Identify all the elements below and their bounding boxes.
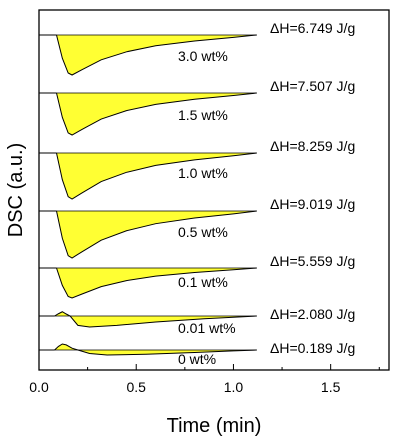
x-tick-label: 1.5 xyxy=(321,379,341,395)
y-axis-label: DSC (a.u.) xyxy=(5,143,27,237)
series-line xyxy=(54,343,257,356)
series-area xyxy=(56,211,257,258)
series-area xyxy=(56,93,257,135)
series-layer: 3.0 wt%ΔH=6.749 J/g1.5 wt%ΔH=7.507 J/g1.… xyxy=(39,20,355,367)
series-trace: 0.5 wt% ΔH=9.019 J/g xyxy=(39,196,355,259)
series-line xyxy=(54,311,257,328)
x-tick-label: 0.5 xyxy=(126,379,146,395)
series-label: 0.01 wt% xyxy=(178,320,236,336)
x-tick-label: 1.0 xyxy=(224,379,244,395)
series-label: 3.0 wt% xyxy=(178,48,228,64)
series-area xyxy=(54,311,257,327)
series-line xyxy=(56,267,257,299)
series-trace: 3.0 wt% ΔH=6.749 J/g xyxy=(39,20,355,76)
enthalpy-label: ΔH=8.259 J/g xyxy=(270,138,355,154)
x-tick-label: 0.0 xyxy=(29,379,49,395)
enthalpy-label: ΔH=5.559 J/g xyxy=(270,253,355,269)
enthalpy-label: ΔH=2.080 J/g xyxy=(270,306,355,322)
series-trace: 1.0 wt% ΔH=8.259 J/g xyxy=(39,138,355,200)
series-trace: 0.1 wt% ΔH=5.559 J/g xyxy=(39,253,355,299)
enthalpy-label: ΔH=6.749 J/g xyxy=(270,20,355,36)
series-area xyxy=(56,153,257,199)
series-line xyxy=(56,34,257,76)
series-area xyxy=(56,268,257,298)
series-trace: 0 wt% ΔH=0.189 J/g xyxy=(39,340,355,367)
plot-frame xyxy=(38,9,390,371)
series-label: 0.5 wt% xyxy=(178,224,228,240)
enthalpy-label: ΔH=0.189 J/g xyxy=(270,340,355,356)
series-label: 0.1 wt% xyxy=(178,274,228,290)
series-trace: 0.01 wt% ΔH=2.080 J/g xyxy=(39,306,355,336)
series-line xyxy=(56,210,257,259)
series-line xyxy=(56,92,257,136)
series-area xyxy=(54,344,257,355)
enthalpy-label: ΔH=9.019 J/g xyxy=(270,196,355,212)
series-line xyxy=(56,152,257,200)
x-axis-label: Time (min) xyxy=(167,415,262,437)
enthalpy-label: ΔH=7.507 J/g xyxy=(270,78,355,94)
x-axis: 0.0 0.5 1.0 1.5 xyxy=(29,364,380,395)
series-label: 1.0 wt% xyxy=(178,165,228,181)
series-trace: 1.5 wt% ΔH=7.507 J/g xyxy=(39,78,355,136)
series-label: 1.5 wt% xyxy=(178,107,228,123)
series-area xyxy=(56,35,257,75)
series-label: 0 wt% xyxy=(178,351,216,367)
